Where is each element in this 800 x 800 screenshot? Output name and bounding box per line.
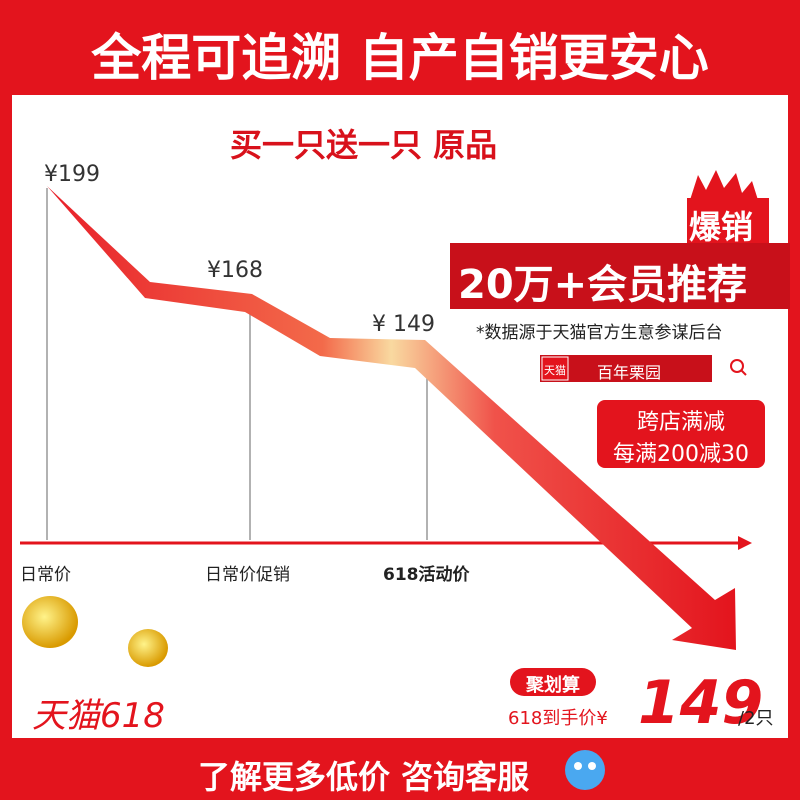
price-label: ¥199 (44, 162, 100, 187)
deal-tag: 聚划算 (526, 675, 580, 696)
title: 全程可追溯 自产自销更安心 (91, 29, 709, 87)
coin (22, 596, 78, 648)
guide-lines (46, 188, 428, 540)
store-name[interactable]: 百年栗园 (597, 363, 662, 382)
members-label: 20万+会员推荐 (458, 262, 748, 308)
hot-box (687, 198, 769, 244)
members-band (450, 243, 790, 309)
store-bar (540, 355, 712, 382)
subtitle: 买一只送一只 原品 (230, 126, 498, 164)
deal-tag-box (510, 668, 596, 696)
axis-label: 日常价 (20, 565, 71, 585)
promo-line: 每满200减30 (613, 442, 749, 467)
promo-box (597, 400, 765, 468)
store-tag: 天猫 (544, 364, 566, 377)
search-icon[interactable] (730, 359, 744, 373)
footer-band (0, 738, 800, 800)
coin (128, 629, 168, 667)
price-unit: /2只 (738, 708, 774, 729)
price-prefix: 618到手价¥ (508, 708, 608, 729)
price-label: ¥ 149 (372, 312, 435, 337)
promo-line: 跨店满减 (636, 410, 725, 435)
brand: 天猫618 (32, 696, 165, 736)
source-note: *数据源于天猫官方生意参谋后台 (476, 323, 723, 343)
store-icon (541, 356, 569, 381)
mascot (565, 750, 605, 790)
axis-label: 日常价促销 (205, 565, 290, 585)
hot-label: 爆销 (689, 208, 754, 246)
price-arrow (47, 186, 736, 650)
deal-price: 149 (638, 668, 764, 738)
footer-cta[interactable]: 了解更多低价 咨询客服 (198, 758, 530, 796)
flames (690, 170, 758, 200)
axis-arrow (738, 536, 752, 550)
axis-label: 618活动价 (383, 565, 470, 585)
price-label: ¥168 (207, 258, 263, 283)
